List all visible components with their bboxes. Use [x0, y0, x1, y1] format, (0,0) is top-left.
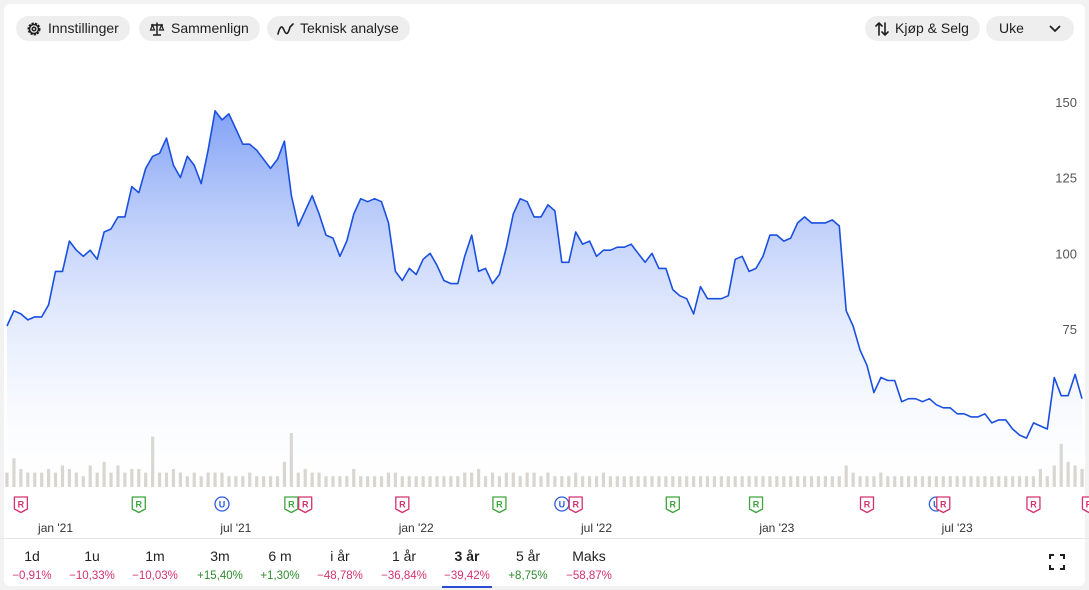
period-label: Maks — [572, 548, 606, 564]
report-event-marker[interactable]: R — [748, 496, 764, 514]
svg-text:R: R — [864, 500, 871, 510]
period-option[interactable]: 6 m +1,30% — [250, 547, 310, 584]
scale-icon — [149, 22, 165, 36]
period-label: 1 år — [391, 548, 417, 564]
up-down-arrows-icon — [875, 21, 889, 36]
fullscreen-icon[interactable] — [1049, 554, 1065, 570]
period-label: i år — [330, 548, 350, 564]
interval-value: Uke — [999, 20, 1024, 36]
period-change: −0,91% — [12, 570, 52, 582]
report-event-marker[interactable]: R — [859, 496, 875, 514]
x-axis: jan '21 jul '21 jan '22 jul '22 jan '23 jul '… — [37, 521, 973, 535]
x-tick-label: jul '21 — [219, 521, 251, 535]
svg-text:R: R — [670, 500, 677, 510]
settings-label: Innstillinger — [48, 20, 119, 36]
settings-button[interactable]: Innstillinger — [16, 16, 130, 41]
period-option[interactable]: Maks −58,87% — [559, 547, 619, 584]
period-option[interactable]: 1m −10,03% — [125, 547, 185, 584]
report-event-marker[interactable]: R — [395, 496, 410, 514]
active-period-underline — [442, 586, 492, 588]
period-change: +8,75% — [508, 570, 548, 582]
dividend-event-marker[interactable]: U — [214, 496, 230, 512]
period-option[interactable]: 3 år −39,42% — [437, 547, 497, 588]
svg-text:R: R — [18, 500, 25, 510]
trade-label: Kjøp & Selg — [895, 20, 969, 36]
period-option[interactable]: i år −48,78% — [310, 547, 370, 584]
period-option[interactable]: 5 år +8,75% — [498, 547, 558, 584]
x-tick-label: jan '21 — [37, 521, 73, 535]
x-tick-label: jul '23 — [941, 521, 973, 535]
x-tick-label: jan '22 — [398, 521, 434, 535]
report-event-marker[interactable]: R — [665, 496, 680, 514]
report-event-marker[interactable]: R — [13, 496, 29, 514]
y-tick-label: 100 — [1055, 246, 1077, 261]
report-event-marker[interactable]: R — [284, 496, 299, 514]
period-change: −48,78% — [317, 570, 363, 582]
svg-text:R: R — [572, 500, 579, 510]
svg-text:R: R — [136, 500, 143, 510]
svg-text:R: R — [1030, 500, 1037, 510]
chart-toolbar: Innstillinger Sammenlign Teknisk analyse… — [12, 16, 1074, 44]
period-change: +1,30% — [260, 570, 300, 582]
price-line — [6, 110, 1083, 439]
period-option[interactable]: 1u −10,33% — [62, 547, 122, 584]
svg-text:R: R — [496, 500, 503, 510]
svg-text:R: R — [399, 500, 406, 510]
period-option[interactable]: 1 år −36,84% — [374, 547, 434, 584]
report-event-marker[interactable]: R — [1026, 496, 1041, 514]
x-tick-label: jan '23 — [758, 521, 794, 535]
svg-text:R: R — [940, 500, 947, 510]
period-label: 3m — [210, 548, 230, 564]
trend-line-icon — [277, 22, 294, 35]
period-label: 5 år — [515, 548, 541, 564]
technical-analysis-label: Teknisk analyse — [300, 20, 399, 36]
svg-text:R: R — [288, 500, 295, 510]
price-chart[interactable]: 75 100 125 150 RRURRRRURRRRURRR jan '21 jul … — [0, 0, 1089, 538]
chevron-down-icon — [1049, 25, 1061, 32]
svg-text:U: U — [219, 500, 226, 510]
svg-text:R: R — [302, 500, 309, 510]
trade-button[interactable]: Kjøp & Selg — [865, 16, 980, 41]
y-tick-label: 75 — [1063, 322, 1077, 337]
svg-text:U: U — [559, 500, 566, 510]
interval-select[interactable]: Uke — [986, 16, 1074, 41]
compare-button[interactable]: Sammenlign — [139, 16, 260, 41]
period-change: −10,03% — [132, 570, 178, 582]
period-label: 1m — [145, 548, 165, 564]
report-event-marker[interactable]: R — [131, 496, 146, 514]
period-option[interactable]: 1d −0,91% — [2, 547, 62, 584]
report-event-marker[interactable]: R — [568, 496, 583, 514]
period-label: 1u — [84, 548, 100, 564]
period-label: 3 år — [454, 548, 480, 564]
report-event-marker[interactable]: R — [492, 496, 507, 514]
period-selector: 1d −0,91% 1u −10,33% 1m −10,03% 3m +15,40% 6 m +1… — [0, 538, 1089, 590]
y-tick-label: 150 — [1055, 95, 1077, 110]
report-event-marker[interactable]: R — [1081, 496, 1089, 514]
period-change: −58,87% — [566, 570, 612, 582]
period-change: +15,40% — [197, 570, 243, 582]
y-axis: 75 100 125 150 — [1055, 95, 1077, 337]
period-label: 6 m — [268, 548, 292, 564]
dividend-event-marker[interactable]: U — [554, 496, 570, 512]
compare-label: Sammenlign — [171, 20, 249, 36]
x-tick-label: jul '22 — [580, 521, 612, 535]
gear-icon — [27, 22, 41, 35]
technical-analysis-button[interactable]: Teknisk analyse — [267, 16, 410, 41]
svg-text:R: R — [1086, 500, 1089, 510]
period-change: −10,33% — [69, 570, 115, 582]
svg-text:R: R — [753, 500, 760, 510]
report-event-marker[interactable]: R — [298, 496, 313, 514]
y-tick-label: 125 — [1055, 171, 1077, 186]
period-change: −36,84% — [381, 570, 427, 582]
event-markers[interactable]: RRURRRRURRRRURRR — [13, 496, 1089, 514]
price-area — [7, 110, 1082, 488]
period-label: 1d — [24, 548, 40, 564]
period-option[interactable]: 3m +15,40% — [190, 547, 250, 584]
report-event-marker[interactable]: R — [936, 496, 951, 514]
period-change: −39,42% — [444, 570, 490, 582]
